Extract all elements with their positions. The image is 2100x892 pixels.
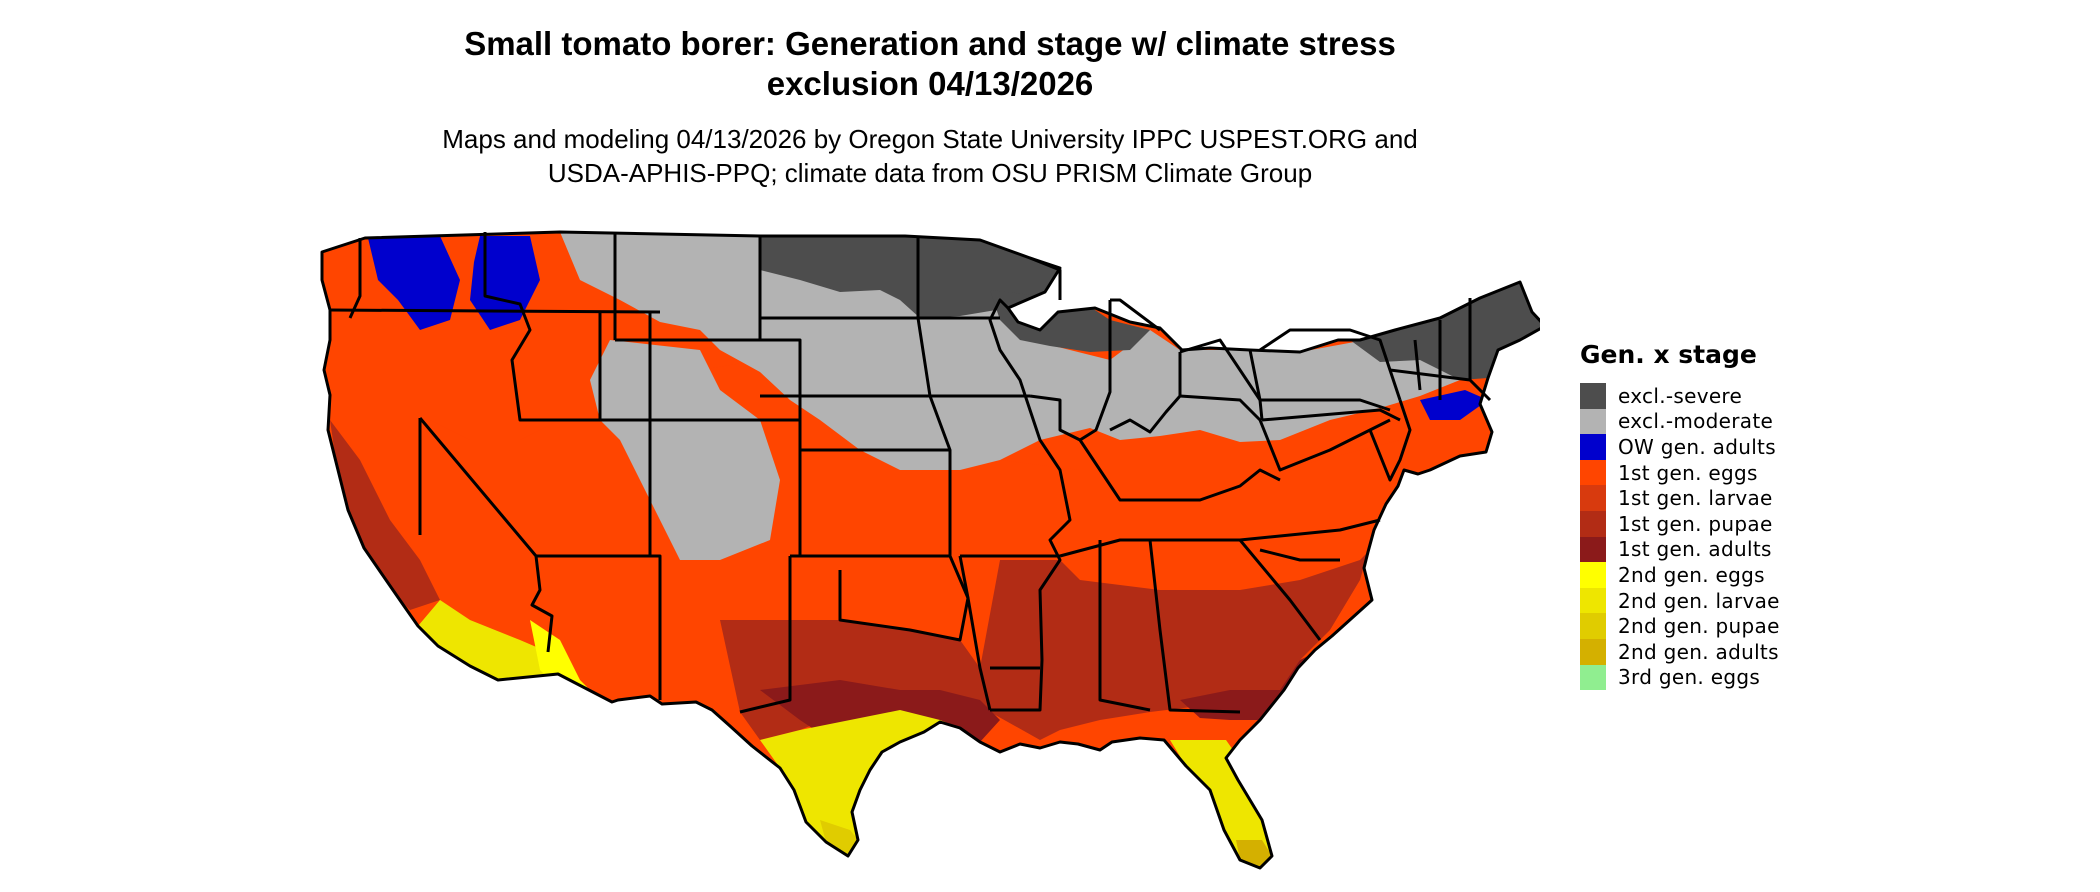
border-ok-tx bbox=[838, 555, 970, 642]
zone-ow-gen-adults-wa bbox=[368, 236, 460, 330]
border-ny-vt bbox=[1413, 339, 1422, 391]
legend-swatch bbox=[1580, 434, 1606, 460]
legend-label: 1st gen. eggs bbox=[1618, 460, 1758, 485]
border-mi bbox=[1110, 298, 1161, 332]
border-wi-mi bbox=[1029, 256, 1062, 300]
border-ky bbox=[1078, 439, 1281, 502]
legend-item: 2nd gen. eggs bbox=[1580, 562, 1780, 588]
zone-excl-severe-ne bbox=[1350, 282, 1540, 380]
border-ca-nv-az bbox=[418, 417, 554, 653]
legend-label: 2nd gen. adults bbox=[1618, 639, 1779, 664]
border-nj-de bbox=[1368, 399, 1412, 482]
map-title-line1: Small tomato borer: Generation and stage… bbox=[464, 25, 1396, 62]
zone-excl-moderate-rockies bbox=[590, 340, 780, 560]
border-id bbox=[483, 232, 652, 422]
legend-item: 2nd gen. pupae bbox=[1580, 613, 1780, 639]
map-subtitle-line2: USDA-APHIS-PPQ; climate data from OSU PR… bbox=[547, 158, 1313, 188]
legend-swatch bbox=[1580, 587, 1606, 614]
border-ut-az-nm bbox=[648, 420, 662, 700]
border-in-oh bbox=[1109, 352, 1182, 434]
legend-item: 1st gen. pupae bbox=[1580, 510, 1780, 537]
legend-item: excl.-severe bbox=[1580, 383, 1780, 409]
map-title-line2: exclusion 04/13/2026 bbox=[766, 65, 1094, 102]
legend-label: excl.-severe bbox=[1618, 383, 1743, 408]
border-co bbox=[650, 418, 802, 558]
border-ga-sc bbox=[1238, 539, 1322, 641]
legend-swatch bbox=[1580, 664, 1606, 691]
legend-item: 1st gen. larvae bbox=[1580, 485, 1780, 511]
zone-2nd-gen-larvae-az bbox=[418, 600, 560, 680]
legend-item: 2nd gen. adults bbox=[1580, 638, 1780, 665]
legend: Gen. x stage excl.-severe excl.-moderate O… bbox=[1580, 340, 1780, 691]
border-pa-md bbox=[1261, 408, 1401, 422]
legend-label: 2nd gen. larvae bbox=[1618, 588, 1780, 613]
legend-items: excl.-severe excl.-moderate OW gen. adults… bbox=[1580, 383, 1780, 691]
legend-swatch bbox=[1580, 510, 1606, 537]
zone-2nd-gen-larvae-fl bbox=[1170, 740, 1272, 868]
legend-swatch bbox=[1580, 408, 1606, 435]
legend-item: 3rd gen. eggs bbox=[1580, 664, 1780, 691]
legend-label: 3rd gen. eggs bbox=[1618, 665, 1761, 690]
map-title: Small tomato borer: Generation and stage… bbox=[0, 24, 1860, 104]
legend-swatch bbox=[1580, 613, 1606, 639]
border-nc-sc bbox=[1259, 548, 1340, 562]
legend-swatch bbox=[1580, 638, 1606, 665]
legend-swatch bbox=[1580, 562, 1606, 588]
legend-item: 1st gen. eggs bbox=[1580, 459, 1780, 486]
legend-swatch bbox=[1580, 485, 1606, 511]
legend-label: 2nd gen. eggs bbox=[1618, 562, 1765, 587]
border-al-ga bbox=[1148, 539, 1241, 714]
legend-swatch bbox=[1580, 459, 1606, 486]
legend-swatch bbox=[1580, 536, 1606, 563]
border-ny bbox=[1259, 328, 1402, 401]
border-nm-tx bbox=[739, 556, 792, 714]
zone-excl-moderate-plains bbox=[560, 232, 1470, 470]
zone-1st-gen-adults-ga bbox=[1180, 636, 1330, 720]
us-map bbox=[320, 230, 1540, 870]
border-wa-or bbox=[348, 238, 362, 319]
border-mississippi-river bbox=[988, 298, 1072, 712]
legend-item: excl.-moderate bbox=[1580, 408, 1780, 435]
legend-label: 2nd gen. pupae bbox=[1618, 614, 1780, 639]
map-subtitle: Maps and modeling 04/13/2026 by Oregon S… bbox=[0, 122, 1860, 190]
map-subtitle-line1: Maps and modeling 04/13/2026 by Oregon S… bbox=[442, 124, 1418, 154]
border-wy bbox=[615, 338, 802, 420]
state-borders bbox=[320, 230, 1540, 870]
legend-swatch bbox=[1580, 383, 1606, 409]
border-plains-east bbox=[916, 236, 992, 711]
border-pa-oh bbox=[1248, 349, 1264, 421]
legend-label: 1st gen. adults bbox=[1618, 537, 1772, 562]
legend-title: Gen. x stage bbox=[1580, 340, 1757, 369]
zone-2nd-gen-pupae-tx-tip bbox=[820, 820, 858, 856]
legend-label: 1st gen. pupae bbox=[1618, 511, 1773, 536]
zone-ow-gen-adults-ny bbox=[1420, 390, 1488, 420]
legend-item: 2nd gen. larvae bbox=[1580, 587, 1780, 614]
legend-label: 1st gen. larvae bbox=[1618, 486, 1773, 511]
legend-item: 1st gen. adults bbox=[1580, 536, 1780, 563]
legend-label: excl.-moderate bbox=[1618, 409, 1774, 434]
border-or-ca-nv bbox=[329, 308, 661, 314]
zone-1st-gen-pupae-ca bbox=[330, 420, 440, 610]
zone-excl-severe-mn bbox=[760, 236, 1060, 318]
border-ms-al bbox=[1098, 540, 1151, 712]
legend-item: OW gen. adults bbox=[1580, 434, 1780, 460]
zone-2nd-gen-eggs-az bbox=[530, 620, 600, 700]
legend-label: OW gen. adults bbox=[1618, 434, 1776, 459]
